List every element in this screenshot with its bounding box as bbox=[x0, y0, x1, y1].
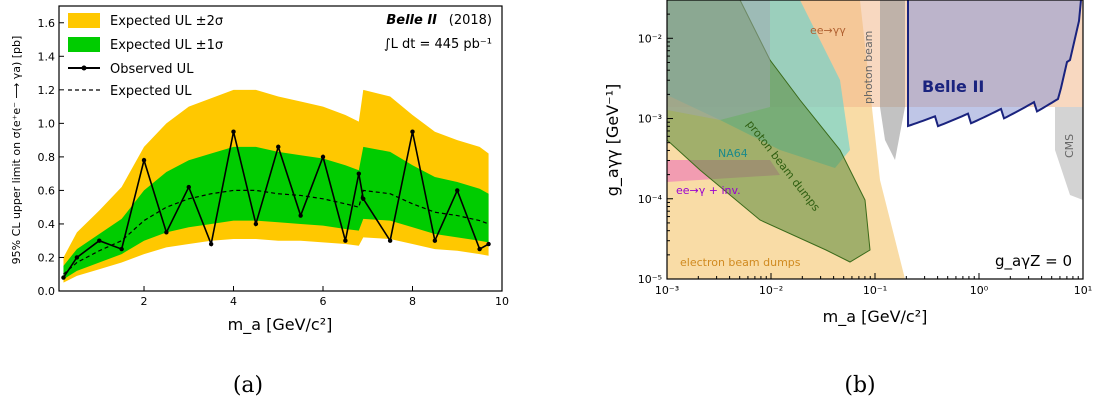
observed-point bbox=[208, 241, 214, 247]
observed-point bbox=[298, 213, 303, 218]
ytick-label: 0.8 bbox=[38, 151, 56, 164]
label-photon-beam: photon beam bbox=[862, 31, 875, 104]
observed-point bbox=[486, 241, 491, 247]
observed-point bbox=[97, 238, 102, 243]
series-observed-ul bbox=[62, 131, 489, 279]
legend-label-1sigma: Expected UL ±1σ bbox=[110, 38, 223, 53]
panel-a: 2 4 6 8 10 0.0 0.2 0.4 0.6 0.8 1.0 1.2 1.4 1.6 m_a [G… bbox=[10, 5, 510, 335]
ytick-label: 0.6 bbox=[38, 184, 56, 197]
xtick-label: 10⁰ bbox=[970, 284, 989, 297]
observed-point bbox=[477, 246, 482, 252]
label-belle-ii: Belle II bbox=[922, 77, 984, 96]
xtick-label: 10⁻² bbox=[759, 284, 783, 297]
ytick-label: 10⁻² bbox=[638, 32, 662, 45]
belle-ii-limit-line bbox=[907, 0, 1082, 128]
label-cms: CMS bbox=[1063, 134, 1076, 158]
xtick-label: 2 bbox=[141, 295, 148, 308]
ytick-label: 0.4 bbox=[38, 218, 56, 231]
region-belle-ii bbox=[908, 0, 1081, 127]
label-ee-gammagamma: ee→γγ bbox=[810, 24, 846, 37]
observed-point bbox=[164, 230, 169, 235]
panel-a-annotation-title: Belle II bbox=[386, 13, 437, 28]
observed-point bbox=[74, 255, 80, 260]
panel-b-corner-label: g_aγZ = 0 bbox=[995, 252, 1072, 271]
ytick-label: 1.2 bbox=[38, 84, 56, 97]
panel-a-annotation-lumi: ∫L dt = 445 pb⁻¹ bbox=[384, 37, 492, 52]
xtick-label: 10 bbox=[495, 295, 509, 308]
panel-a-ylabel: 95% CL upper limit on σ(e⁺e⁻ ⟶ γa) [pb] bbox=[10, 36, 23, 265]
panel-b-ylabel: g_aγγ [GeV⁻¹] bbox=[603, 84, 623, 197]
label-electron-beam-dumps: electron beam dumps bbox=[680, 256, 801, 269]
xtick-label: 6 bbox=[320, 295, 327, 308]
legend-swatch-1sigma bbox=[68, 37, 100, 52]
observed-point bbox=[455, 188, 460, 193]
observed-point bbox=[231, 129, 236, 134]
band-1sigma bbox=[63, 146, 489, 280]
panel-b-ticks: 10⁻³ 10⁻² 10⁻¹ 10⁰ 10¹ 10⁻⁵ 10⁻⁴ 10⁻³ 10⁻² bbox=[638, 0, 1092, 297]
label-ee-gamma-inv: ee→γ + inv. bbox=[676, 184, 741, 197]
observed-point bbox=[361, 196, 366, 201]
xtick-label: 4 bbox=[230, 295, 237, 308]
observed-point bbox=[387, 238, 393, 243]
xtick-label: 10¹ bbox=[1074, 284, 1092, 297]
region-grey-overlay bbox=[667, 0, 770, 120]
observed-point bbox=[410, 129, 415, 134]
panel-a-annotation-year: (2018) bbox=[449, 13, 492, 28]
ytick-label: 1.4 bbox=[38, 50, 56, 63]
ytick-label: 1.6 bbox=[38, 17, 56, 30]
ytick-label: 10⁻³ bbox=[638, 113, 662, 126]
panel-a-axes-frame bbox=[58, 5, 503, 292]
panel-b: 10⁻³ 10⁻² 10⁻¹ 10⁰ 10¹ 10⁻⁵ 10⁻⁴ 10⁻³ 10⁻² elect… bbox=[603, 0, 1092, 327]
observed-point bbox=[276, 144, 281, 150]
observed-point bbox=[320, 154, 326, 160]
observed-point bbox=[253, 221, 259, 227]
observed-point bbox=[186, 184, 191, 190]
observed-point bbox=[432, 238, 438, 243]
series-expected-ul bbox=[63, 189, 489, 275]
observed-point bbox=[61, 275, 66, 280]
xtick-label: 10⁻³ bbox=[655, 284, 679, 297]
panel-a-caption: (a) bbox=[233, 373, 263, 398]
ytick-label: 1.0 bbox=[38, 117, 56, 130]
panel-a-lines bbox=[61, 129, 491, 280]
legend-marker-observed bbox=[81, 65, 87, 71]
observed-point bbox=[141, 158, 147, 163]
legend-label-expected: Expected UL bbox=[110, 84, 192, 99]
region-photon-beam bbox=[880, 0, 905, 160]
label-na64: NA64 bbox=[718, 147, 748, 160]
ytick-label: 0.2 bbox=[38, 251, 56, 264]
panel-b-regions bbox=[667, 0, 1083, 279]
panel-a-legend: Expected UL ±2σ Expected UL ±1σ Observed… bbox=[68, 13, 223, 99]
observed-point bbox=[343, 238, 348, 243]
xtick-label: 8 bbox=[409, 295, 416, 308]
observed-point bbox=[119, 246, 124, 252]
region-cms bbox=[1055, 107, 1083, 200]
legend-label-2sigma: Expected UL ±2σ bbox=[110, 14, 223, 29]
panel-a-xlabel: m_a [GeV/c²] bbox=[228, 315, 333, 335]
panel-b-xlabel: m_a [GeV/c²] bbox=[823, 307, 928, 327]
legend-swatch-2sigma bbox=[68, 13, 100, 28]
ytick-label: 0.0 bbox=[38, 285, 56, 298]
xtick-label: 10⁻¹ bbox=[863, 284, 887, 297]
observed-point bbox=[356, 171, 362, 176]
panel-a-ticks: 2 4 6 8 10 0.0 0.2 0.4 0.6 0.8 1.0 1.2 1.4 1.6 bbox=[38, 17, 510, 308]
ytick-label: 10⁻⁴ bbox=[638, 193, 663, 206]
panel-b-caption: (b) bbox=[844, 373, 875, 398]
ytick-label: 10⁻⁵ bbox=[638, 273, 662, 286]
legend-label-observed: Observed UL bbox=[110, 62, 194, 77]
panel-a-bands bbox=[63, 89, 489, 283]
